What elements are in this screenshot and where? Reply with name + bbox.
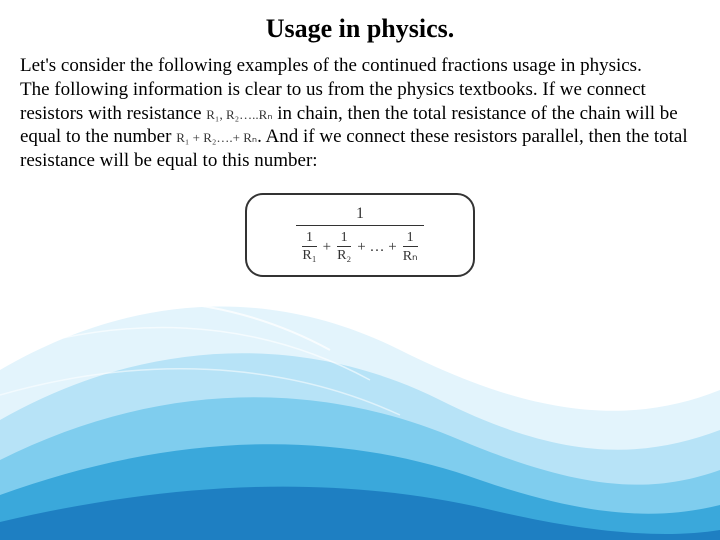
formula-box: 1 1 R₁ + 1 R₂ + … + 1 Rₙ: [245, 193, 475, 277]
inline-resistor-list: R₁, R₂…..Rₙ: [206, 107, 272, 122]
term-2: 1 R₂: [337, 230, 351, 264]
term-1-bot: R₁: [302, 247, 316, 264]
term-2-bot: R₂: [337, 247, 351, 264]
term-n: 1 Rₙ: [403, 230, 418, 265]
plus-1: +: [321, 239, 333, 256]
term-n-top: 1: [403, 230, 418, 247]
term-2-top: 1: [337, 230, 351, 247]
wave-background: [0, 260, 720, 540]
slide-title: Usage in physics.: [20, 14, 700, 44]
slide-body: Let's consider the following examples of…: [20, 54, 700, 173]
paragraph-1: Let's consider the following examples of…: [20, 55, 642, 76]
inline-resistor-sum: R₁ + R₂….+ Rₙ: [176, 130, 257, 145]
term-1: 1 R₁: [302, 230, 316, 264]
denominator: 1 R₁ + 1 R₂ + … + 1 Rₙ: [296, 226, 424, 265]
dots: + … +: [355, 239, 398, 256]
numerator: 1: [296, 205, 424, 226]
term-1-top: 1: [302, 230, 316, 247]
term-n-bot: Rₙ: [403, 247, 418, 265]
slide-content: Usage in physics. Let's consider the fol…: [0, 0, 720, 173]
main-fraction: 1 1 R₁ + 1 R₂ + … + 1 Rₙ: [296, 205, 424, 265]
